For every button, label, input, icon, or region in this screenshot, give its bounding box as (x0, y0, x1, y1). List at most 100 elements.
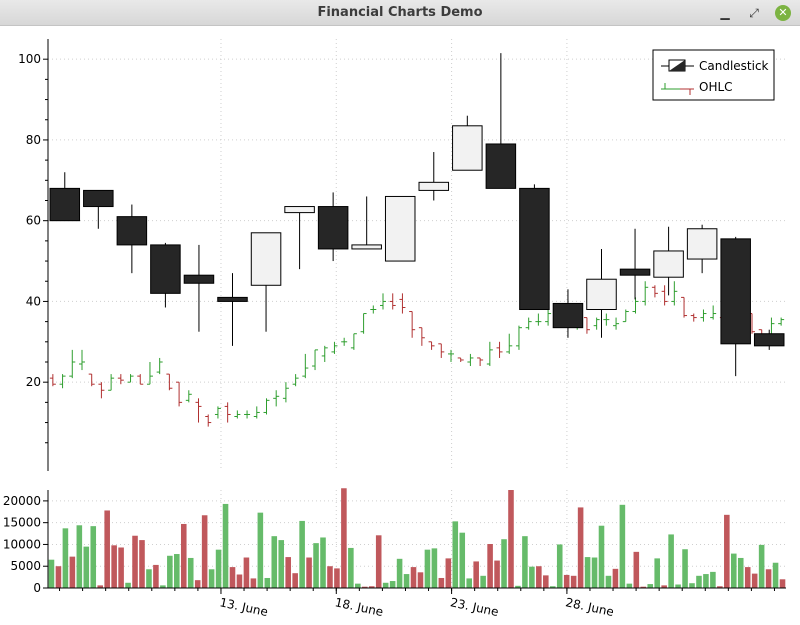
ohlc-bar (166, 373, 173, 391)
volume-bar (772, 562, 779, 588)
price-tick-label: 20 (26, 375, 41, 389)
candlestick (384, 195, 416, 262)
volume-bar (744, 567, 751, 588)
volume-tick-label: 0 (33, 581, 41, 595)
date-tick-label: 23. June (449, 595, 500, 619)
volume-bar (104, 510, 110, 588)
close-button[interactable]: ✕ (775, 5, 791, 21)
ohlc-bar (78, 349, 85, 371)
volume-bar (501, 539, 507, 588)
volume-bar (334, 568, 340, 588)
ohlc-bar (409, 311, 416, 338)
ohlc-bar (224, 402, 231, 423)
ohlc-bar (467, 353, 474, 367)
ohlc-bar (506, 333, 513, 354)
ohlc-bar (360, 313, 367, 334)
volume-bar (549, 586, 556, 588)
volume-bar (487, 544, 493, 588)
ohlc-bar (642, 281, 649, 306)
candlestick-series (49, 53, 785, 377)
candlestick (49, 172, 81, 222)
volume-bar (306, 557, 312, 588)
ohlc-bar (302, 353, 309, 379)
volume-bar (403, 574, 410, 588)
ohlc-bar (321, 345, 328, 362)
ohlc-bar (661, 285, 668, 306)
candlestick (250, 232, 282, 332)
volume-bar (459, 532, 466, 588)
volume-bar (97, 585, 104, 588)
axes: 20 40 60 80 100 0 5000 10000 15000 20000 13. June 1… (3, 39, 786, 619)
ohlc-bar (710, 305, 717, 320)
ohlc-bar (370, 305, 377, 314)
ohlc-bar (418, 327, 425, 346)
ohlc-bar (613, 317, 620, 330)
volume-bar (529, 566, 535, 588)
ohlc-bar (176, 381, 183, 407)
volume-bar (563, 574, 570, 588)
ohlc-bar (389, 293, 396, 310)
candlestick (83, 189, 114, 229)
ohlc-bar (117, 374, 124, 385)
volume-bar (661, 585, 667, 588)
ohlc-bar (486, 341, 493, 367)
volume-bar (522, 536, 528, 588)
ohlc-bar (671, 281, 678, 306)
volume-bar (180, 523, 187, 588)
volume-bar (341, 488, 347, 588)
volume-bar (473, 561, 479, 588)
volume-bar (153, 564, 159, 588)
volume-bar (160, 585, 166, 588)
volume-bar (675, 584, 681, 588)
title-bar: Financial Charts Demo ▁ ⤢ ✕ (0, 0, 800, 26)
ohlc-bar (234, 410, 241, 419)
date-tick-label: 13. June (218, 595, 269, 619)
volume-bar (236, 574, 243, 588)
volume-bar (668, 534, 674, 588)
volume-bar (737, 557, 744, 588)
ohlc-bar (341, 337, 348, 346)
volume-bar (76, 525, 83, 588)
volume-bar (243, 557, 250, 588)
ohlc-bar (778, 317, 785, 326)
candlestick (753, 329, 785, 350)
legend-candlestick-symbol (661, 59, 694, 72)
volume-bar (570, 575, 577, 588)
volume-bar (361, 586, 368, 588)
volume-bar (494, 560, 500, 588)
volume-bar (118, 547, 124, 588)
ohlc-bar (49, 374, 56, 387)
ohlc-bar (244, 410, 251, 419)
ohlc-bar (535, 313, 542, 326)
ohlc-bar (447, 349, 454, 362)
minimize-button[interactable]: ▁ (720, 6, 730, 20)
volume-bar (69, 556, 76, 588)
volume-bar (591, 557, 598, 588)
volume-bar (598, 525, 605, 588)
volume-bar (167, 555, 173, 588)
volume-bar (577, 507, 584, 588)
volume-bar (320, 537, 326, 588)
ohlc-bar (69, 349, 76, 379)
volume-bar (480, 575, 486, 588)
volume-bar (278, 540, 285, 588)
price-grid (48, 39, 786, 471)
ohlc-bar (380, 293, 387, 310)
legend-label-ohlc: OHLC (699, 80, 733, 94)
candlestick (552, 289, 584, 338)
volume-tick-label: 5000 (10, 559, 41, 573)
volume-bar (348, 547, 354, 588)
ohlc-bar (622, 309, 629, 323)
volume-bar (299, 520, 305, 588)
volume-bar (396, 558, 403, 588)
window-title: Financial Charts Demo (317, 5, 483, 20)
ohlc-bar (515, 325, 522, 350)
ohlc-bar (195, 398, 202, 423)
maximize-button[interactable]: ⤢ (749, 6, 759, 20)
candlestick (116, 204, 148, 274)
volume-bar (48, 559, 55, 588)
candlestick (150, 242, 181, 308)
ohlc-bar (88, 373, 95, 387)
volume-bar (536, 566, 542, 588)
volume-bar (410, 567, 417, 588)
